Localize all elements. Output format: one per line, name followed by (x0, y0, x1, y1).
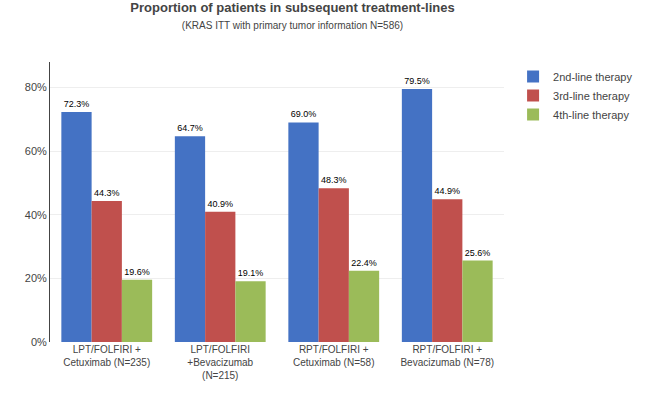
svg-text:4th-line therapy: 4th-line therapy (553, 109, 629, 121)
svg-text:40%: 40% (25, 209, 47, 221)
svg-text:20%: 20% (25, 272, 47, 284)
svg-text:19.6%: 19.6% (124, 267, 150, 277)
svg-text:64.7%: 64.7% (177, 123, 203, 133)
svg-text:LPT/FOLFIRI+Bevacizumab(N=215): LPT/FOLFIRI+Bevacizumab(N=215) (187, 344, 253, 381)
svg-text:69.0%: 69.0% (291, 109, 317, 119)
svg-text:72.3%: 72.3% (64, 99, 90, 109)
svg-text:80%: 80% (25, 81, 47, 93)
svg-text:48.3%: 48.3% (321, 175, 347, 185)
svg-text:22.4%: 22.4% (351, 258, 377, 268)
svg-text:25.6%: 25.6% (465, 248, 491, 258)
svg-text:40.9%: 40.9% (207, 199, 233, 209)
svg-text:44.3%: 44.3% (94, 188, 120, 198)
svg-text:0%: 0% (31, 336, 47, 348)
svg-text:3rd-line therapy: 3rd-line therapy (553, 90, 630, 102)
svg-text:RPT/FOLFIRI +Bevacizumab (N=78: RPT/FOLFIRI +Bevacizumab (N=78) (400, 344, 494, 368)
svg-text:RPT/FOLFIRI +Cetuximab (N=58): RPT/FOLFIRI +Cetuximab (N=58) (293, 344, 374, 368)
svg-text:2nd-line therapy: 2nd-line therapy (553, 71, 632, 83)
svg-text:44.9%: 44.9% (434, 186, 460, 196)
svg-text:79.5%: 79.5% (404, 76, 430, 86)
svg-text:LPT/FOLFIRI +Cetuximab (N=235): LPT/FOLFIRI +Cetuximab (N=235) (63, 344, 150, 368)
svg-text:19.1%: 19.1% (238, 268, 264, 278)
svg-text:60%: 60% (25, 145, 47, 157)
svg-text:Proportion of patients in subs: Proportion of patients in subsequent tre… (130, 0, 454, 31)
